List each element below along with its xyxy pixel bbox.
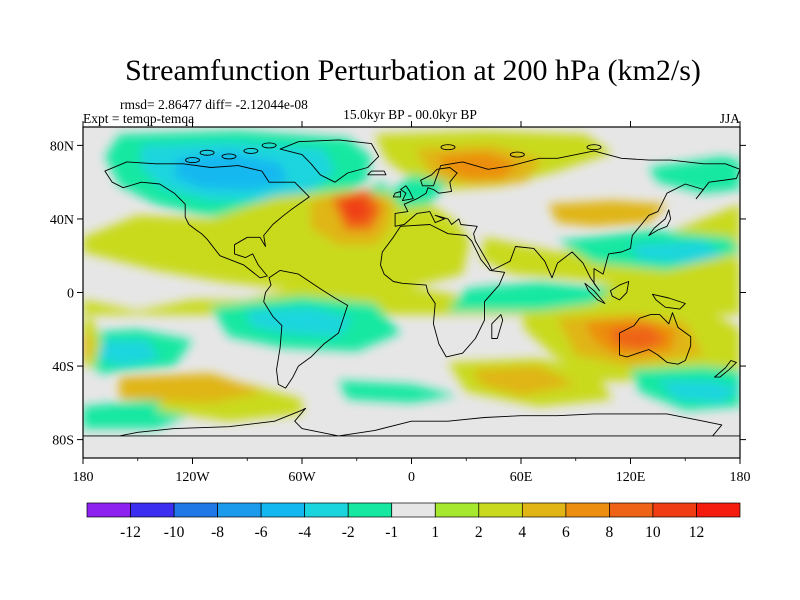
- colorbar-swatch: [86, 502, 131, 518]
- anomaly-region: [657, 380, 740, 403]
- colorbar-swatch: [260, 502, 306, 518]
- chart-title: Streamfunction Perturbation at 200 hPa (…: [125, 54, 701, 87]
- anomaly-region: [648, 156, 740, 194]
- sumatra-coast: [584, 282, 606, 304]
- colorbar-swatch: [173, 502, 218, 518]
- colorbar-label: 10: [645, 524, 661, 541]
- iceland-coast: [367, 170, 387, 176]
- new-guinea-coast: [651, 293, 686, 310]
- japan-coast: [648, 209, 672, 236]
- colorbar-swatch: [565, 502, 610, 518]
- arctic-island: [199, 149, 215, 156]
- antarctica-coast: [83, 407, 740, 437]
- arctic-island: [261, 142, 277, 149]
- x-tick-label: 180: [73, 470, 94, 485]
- colorbar-label: 12: [689, 524, 705, 541]
- anomaly-region: [97, 340, 160, 367]
- colorbar-label: -10: [164, 524, 185, 541]
- anomaly-region: [548, 200, 667, 227]
- colorbar-label: 2: [475, 524, 483, 541]
- anomaly-region: [119, 373, 266, 403]
- x-tick-label: 0: [408, 470, 415, 485]
- eurasia-coast: [394, 150, 740, 292]
- arctic-island: [509, 151, 525, 158]
- anomaly-region: [608, 325, 667, 352]
- north-america-coast: [104, 161, 310, 279]
- colorbar-swatch: [217, 502, 262, 518]
- x-tick-label: 120W: [175, 470, 210, 485]
- colorbar-swatch: [521, 502, 567, 518]
- y-tick-label: 80S: [52, 434, 74, 449]
- greenland-coast: [279, 139, 380, 183]
- colorbar-swatch: [696, 502, 741, 518]
- colorbar-label: -12: [120, 524, 141, 541]
- arctic-island: [221, 153, 237, 160]
- anomaly-region: [630, 241, 726, 264]
- anomaly-region: [437, 152, 518, 179]
- colorbar-swatch: [434, 502, 480, 518]
- arctic-island: [586, 144, 602, 151]
- arctic-island: [243, 147, 259, 154]
- anomaly-region: [473, 366, 576, 396]
- y-tick-label: 40N: [50, 213, 74, 228]
- colorbar-label: 4: [518, 524, 526, 541]
- anomaly-region: [389, 174, 448, 208]
- colorbar-label: 8: [606, 524, 614, 541]
- x-tick-label: 60E: [510, 470, 533, 485]
- colorbar-label: 6: [562, 524, 570, 541]
- y-axis: 80N 40N 0 40S 80S: [50, 139, 746, 449]
- anomaly-region: [247, 307, 354, 337]
- colorbar-swatch: [130, 502, 175, 518]
- colorbar-label: -1: [385, 524, 398, 541]
- colorbar-swatch: [609, 502, 654, 518]
- colorbar-label: -2: [342, 524, 355, 541]
- colorbar-swatch: [304, 502, 349, 518]
- arctic-island: [440, 144, 456, 151]
- colorbar-swatch: [391, 502, 436, 518]
- season-label: JJA: [720, 111, 741, 126]
- australia-coast: [619, 312, 692, 365]
- coastlines: [83, 139, 740, 437]
- anomaly-field: [83, 130, 740, 429]
- ireland-coast: [392, 190, 402, 198]
- africa-coast: [380, 224, 506, 358]
- british-isles-coast: [400, 185, 414, 202]
- anomaly-region: [448, 281, 613, 311]
- y-tick-label: 80N: [50, 139, 74, 154]
- anomaly-region: [174, 152, 288, 190]
- x-tick-label: 120E: [616, 470, 646, 485]
- colorbar-label: -8: [211, 524, 224, 541]
- stats-text: rmsd= 2.86477 diff= -2.12044e-08: [120, 97, 308, 112]
- arctic-island: [185, 157, 200, 164]
- madagascar-coast: [491, 314, 504, 339]
- new-zealand-coast: [714, 360, 737, 378]
- colorbar-label: -4: [298, 524, 311, 541]
- colorbar-swatch: [478, 502, 523, 518]
- y-tick-label: 40S: [52, 360, 74, 375]
- map-panel: [83, 127, 740, 458]
- x-axis: 180 120W 60W 0 60E 120E 180: [73, 121, 751, 485]
- colorbar-swatch: [652, 502, 697, 518]
- experiment-label: Expt = temqp-temqa: [83, 111, 194, 126]
- anomaly-region: [83, 333, 91, 359]
- anomaly-region: [338, 380, 458, 403]
- colorbar-label: 1: [431, 524, 439, 541]
- anomaly-region: [342, 196, 372, 223]
- x-tick-label: 60W: [288, 470, 316, 485]
- colorbar-swatch: [347, 502, 393, 518]
- period-label: 15.0kyr BP - 00.0kyr BP: [343, 107, 477, 122]
- colorbar-label: -6: [255, 524, 268, 541]
- south-america-coast: [263, 269, 349, 389]
- y-tick-label: 0: [67, 287, 74, 302]
- x-tick-label: 180: [730, 470, 751, 485]
- borneo-coast: [609, 281, 630, 301]
- colorbar: -12 -10 -8 -6 -4 -2 -1 1 2 4 6 8 10 12: [86, 502, 741, 541]
